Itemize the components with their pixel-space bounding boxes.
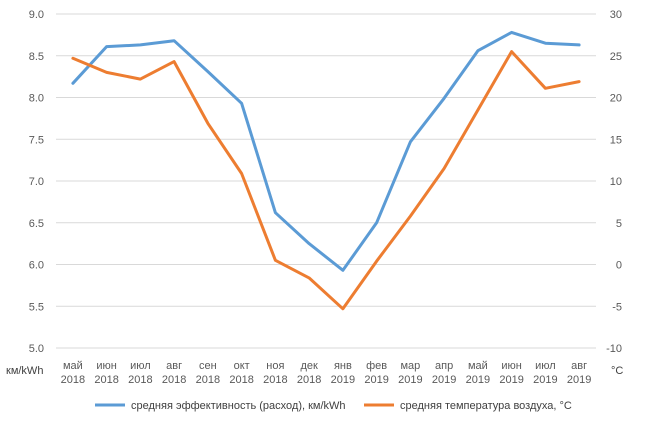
x-tick-month: май xyxy=(468,360,488,372)
x-tick-month: июл xyxy=(535,360,556,372)
left-tick-label: 6.5 xyxy=(29,218,44,230)
x-tick-month: фев xyxy=(366,360,387,372)
x-tick-year: 2019 xyxy=(466,374,490,386)
x-tick-month: дек xyxy=(300,360,318,372)
series-line-efficiency xyxy=(71,30,581,272)
right-tick-label: -10 xyxy=(606,343,622,355)
series-lines xyxy=(71,30,581,311)
gridlines xyxy=(56,13,596,349)
x-tick-month: мар xyxy=(400,360,420,372)
x-tick-month: май xyxy=(63,360,83,372)
x-tick-month: сен xyxy=(199,360,217,372)
x-tick-year: 2018 xyxy=(128,374,152,386)
x-tick-year: 2018 xyxy=(61,374,85,386)
left-tick-label: 8.0 xyxy=(29,93,44,105)
legend: средняя эффективность (расход), км/kWh с… xyxy=(95,400,572,412)
x-tick-year: 2018 xyxy=(229,374,253,386)
right-axis-unit-label: °C xyxy=(611,365,623,377)
left-axis-unit-label: км/kWh xyxy=(6,365,43,377)
left-tick-label: 5.5 xyxy=(29,301,44,313)
x-tick-year: 2019 xyxy=(499,374,523,386)
x-tick-month: июн xyxy=(501,360,521,372)
right-tick-label: 0 xyxy=(616,260,622,272)
right-tick-label: 10 xyxy=(610,176,622,188)
x-tick-month: авг xyxy=(166,360,182,372)
x-tick-month: июн xyxy=(96,360,116,372)
left-axis-ticks: 5.0 5.5 6.0 6.5 7.0 7.5 8.0 8.5 9.0 xyxy=(29,9,44,355)
legend-label-efficiency: средняя эффективность (расход), км/kWh xyxy=(131,400,346,412)
x-tick-year: 2019 xyxy=(533,374,557,386)
series-line-temperature xyxy=(71,50,581,311)
x-tick-year: 2019 xyxy=(398,374,422,386)
right-tick-label: 25 xyxy=(610,51,622,63)
right-tick-label: 15 xyxy=(610,134,622,146)
x-tick-year: 2018 xyxy=(263,374,287,386)
left-tick-label: 7.5 xyxy=(29,134,44,146)
x-tick-year: 2019 xyxy=(432,374,456,386)
x-tick-year: 2018 xyxy=(94,374,118,386)
x-tick-year: 2018 xyxy=(196,374,220,386)
right-axis-ticks: -10 -5 0 5 10 15 20 25 30 xyxy=(606,9,622,355)
x-tick-year: 2019 xyxy=(364,374,388,386)
right-tick-label: 5 xyxy=(616,218,622,230)
left-tick-label: 6.0 xyxy=(29,260,44,272)
x-tick-month: окт xyxy=(234,360,250,372)
x-tick-month: ноя xyxy=(266,360,284,372)
right-tick-label: 20 xyxy=(610,93,622,105)
x-tick-month: янв xyxy=(334,360,352,372)
x-tick-month: авг xyxy=(571,360,587,372)
x-tick-month: июл xyxy=(130,360,151,372)
x-tick-year: 2019 xyxy=(567,374,591,386)
x-tick-year: 2018 xyxy=(297,374,321,386)
right-tick-label: 30 xyxy=(610,9,622,21)
left-tick-label: 7.0 xyxy=(29,176,44,188)
x-tick-month: апр xyxy=(435,360,453,372)
right-tick-label: -5 xyxy=(612,301,622,313)
x-tick-year: 2019 xyxy=(331,374,355,386)
legend-label-temperature: средняя температура воздуха, °C xyxy=(400,400,572,412)
left-tick-label: 5.0 xyxy=(29,343,44,355)
x-axis-ticks: май 2018 июн 2018 июл 2018 авг 2018 сен 2018 окт 20… xyxy=(61,360,592,386)
left-tick-label: 8.5 xyxy=(29,51,44,63)
x-tick-year: 2018 xyxy=(162,374,186,386)
left-tick-label: 9.0 xyxy=(29,9,44,21)
